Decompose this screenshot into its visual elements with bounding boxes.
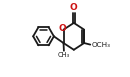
Text: O: O [58, 24, 66, 33]
Text: OCH₃: OCH₃ [91, 42, 110, 48]
Text: O: O [70, 3, 78, 12]
Text: CH₃: CH₃ [58, 52, 70, 58]
